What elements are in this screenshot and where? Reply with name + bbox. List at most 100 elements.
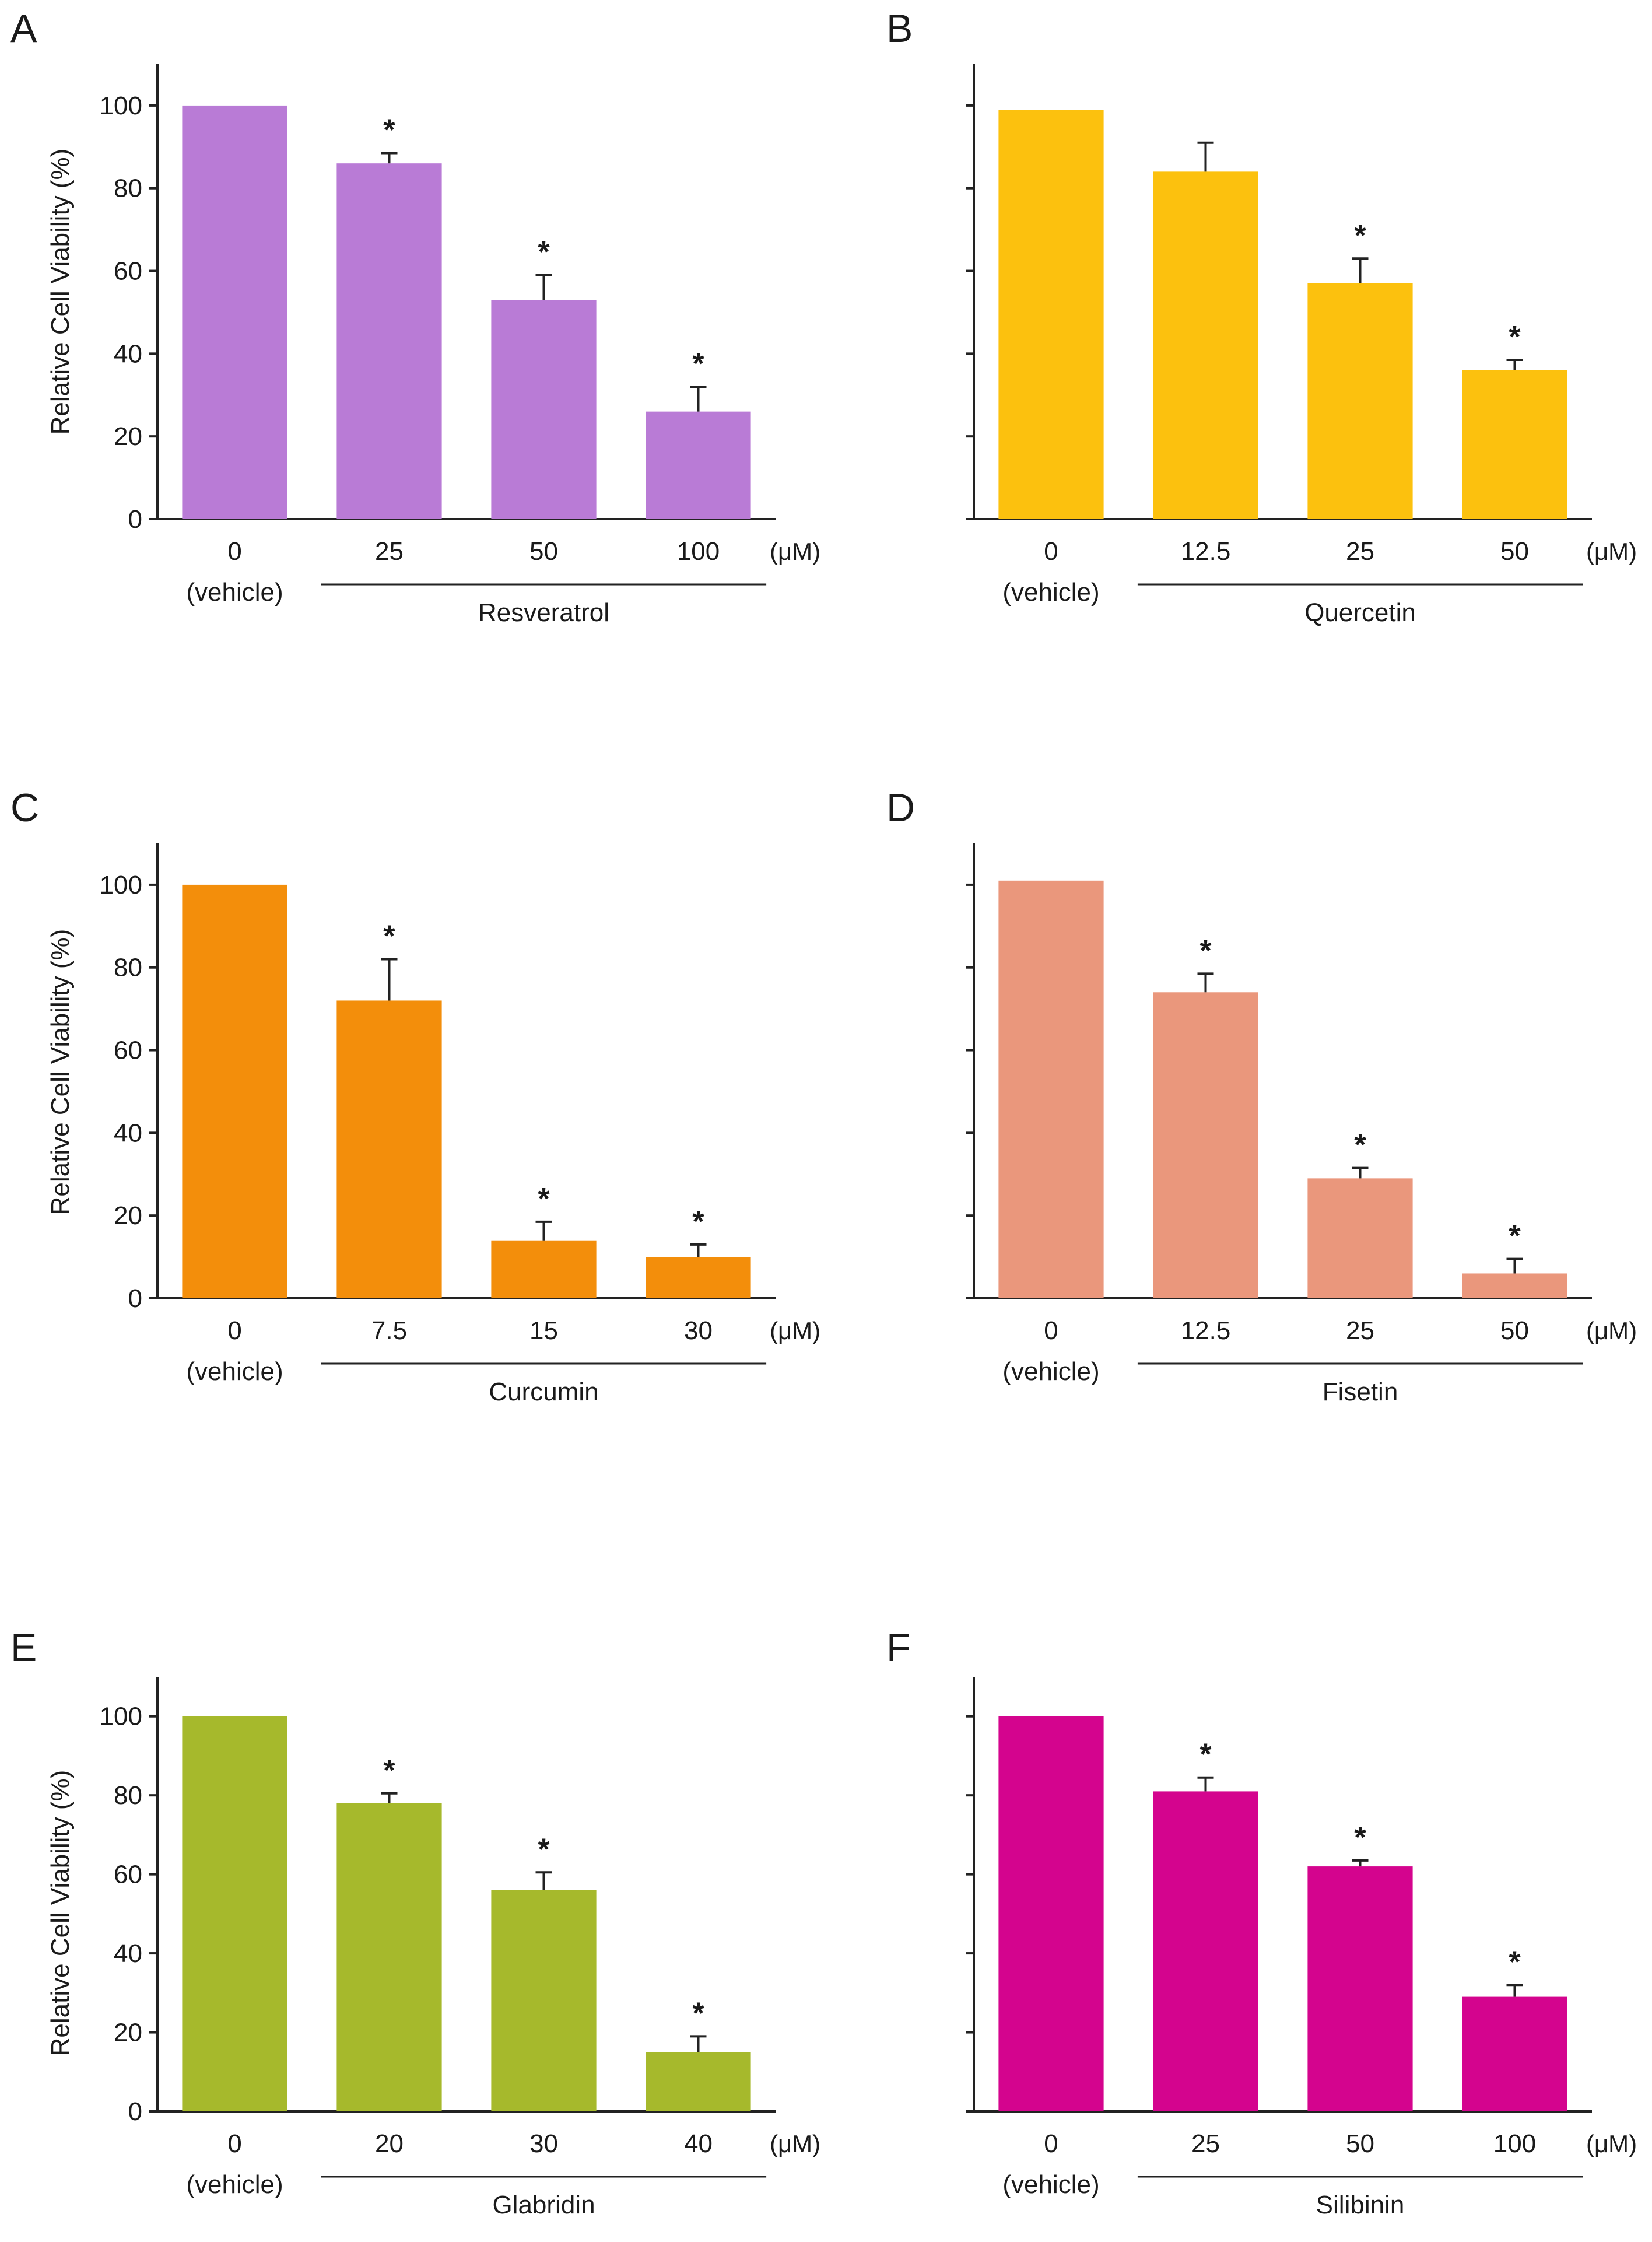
bar <box>646 411 751 519</box>
significance-star: * <box>538 236 550 269</box>
x-tick-label: 100 <box>1493 2129 1536 2158</box>
bar <box>1307 1866 1413 2111</box>
panel-letter: D <box>886 786 915 830</box>
x-tick-label: 25 <box>1191 2129 1220 2158</box>
bar <box>336 163 442 519</box>
panel-b: B 0 (vehicle) 12.5 * 25 * 50 (μM) Quercetin <box>886 6 1637 627</box>
bar <box>336 1000 442 1298</box>
plot-area: 0 (vehicle) * 12.5 * 25 * 50 (μM) Fisetin <box>966 843 1637 1406</box>
bar <box>1462 1996 1567 2111</box>
panel-letter: F <box>886 1626 911 1670</box>
bar <box>1153 1791 1258 2111</box>
y-tick-label: 80 <box>114 174 142 203</box>
y-tick-label: 80 <box>114 1781 142 1810</box>
vehicle-label: (vehicle) <box>186 1357 283 1386</box>
x-tick-label: 12.5 <box>1181 1316 1231 1345</box>
y-tick-label: 60 <box>114 1036 142 1065</box>
y-tick-label: 80 <box>114 954 142 982</box>
x-tick-label: 0 <box>227 2129 241 2158</box>
x-tick-label: 50 <box>529 537 558 566</box>
bar <box>998 880 1104 1298</box>
x-tick-label: 25 <box>1346 1316 1374 1345</box>
y-tick-label: 20 <box>114 2019 142 2047</box>
vehicle-label: (vehicle) <box>186 578 283 607</box>
x-tick-label: 7.5 <box>371 1316 407 1345</box>
plot-area: 0 (vehicle) 12.5 * 25 * 50 (μM) Quercetin <box>966 64 1637 627</box>
y-tick-label: 60 <box>114 257 142 286</box>
significance-star: * <box>692 1996 704 2030</box>
x-tick-label: 40 <box>684 2129 713 2158</box>
panel-letter: B <box>886 6 913 51</box>
x-tick-label: 0 <box>1044 1316 1058 1345</box>
significance-star: * <box>1354 1821 1366 1855</box>
compound-label: Resveratrol <box>478 598 609 627</box>
significance-star: * <box>1354 1129 1366 1162</box>
panel-a: A Relative Cell Viability (%) 0 20 40 60 80 1… <box>10 6 820 627</box>
y-tick-label: 20 <box>114 1201 142 1230</box>
y-tick-label: 0 <box>128 505 142 534</box>
x-tick-label: 30 <box>529 2129 558 2158</box>
bar <box>491 1890 597 2111</box>
significance-star: * <box>383 1754 395 1788</box>
bar <box>1307 283 1413 519</box>
panel-c: C Relative Cell Viability (%) 0 20 40 60 80 1… <box>10 786 820 1406</box>
y-tick-label: 40 <box>114 339 142 368</box>
plot-area: 0 20 40 60 80 100 0 (vehicle) * 25 * 50 * 100 (μM) Resv… <box>100 64 820 627</box>
bar <box>646 2052 751 2111</box>
significance-star: * <box>383 113 395 147</box>
compound-label: Curcumin <box>489 1378 598 1406</box>
vehicle-label: (vehicle) <box>186 2170 283 2199</box>
significance-star: * <box>1199 934 1212 968</box>
significance-star: * <box>1509 1945 1521 1979</box>
significance-star: * <box>1199 1738 1212 1772</box>
compound-label: Silibinin <box>1316 2191 1405 2219</box>
bar <box>998 110 1104 519</box>
panel-letter: A <box>10 6 37 51</box>
x-tick-label: 50 <box>1500 537 1529 566</box>
y-tick-label: 0 <box>128 1284 142 1313</box>
y-tick-label: 20 <box>114 422 142 451</box>
panel-e: E Relative Cell Viability (%) 0 20 40 60 80 1… <box>10 1626 820 2219</box>
vehicle-label: (vehicle) <box>1002 578 1099 607</box>
y-tick-label: 100 <box>100 871 142 899</box>
x-tick-label: 0 <box>1044 537 1058 566</box>
x-tick-label: 50 <box>1500 1316 1529 1345</box>
x-tick-label: 0 <box>227 537 241 566</box>
bar <box>1462 1273 1567 1298</box>
y-axis-label: Relative Cell Viability (%) <box>46 149 75 435</box>
y-tick-label: 40 <box>114 1939 142 1968</box>
x-tick-label: 0 <box>227 1316 241 1345</box>
panel-letter: E <box>10 1626 37 1670</box>
unit-label: (μM) <box>770 538 820 565</box>
bar <box>182 1716 287 2111</box>
significance-star: * <box>692 347 704 381</box>
bar <box>998 1716 1104 2111</box>
compound-label: Quercetin <box>1304 598 1416 627</box>
unit-label: (μM) <box>1586 538 1637 565</box>
panel-letter: C <box>10 786 39 830</box>
unit-label: (μM) <box>770 1317 820 1344</box>
significance-star: * <box>692 1205 704 1239</box>
x-tick-label: 25 <box>1346 537 1374 566</box>
x-tick-label: 0 <box>1044 2129 1058 2158</box>
plot-area: 0 20 40 60 80 100 0 (vehicle) * 20 * 30 * 40 (μM) Glabr… <box>100 1677 820 2219</box>
significance-star: * <box>1354 219 1366 253</box>
significance-star: * <box>1509 1220 1521 1253</box>
significance-star: * <box>538 1182 550 1216</box>
panel-d: D 0 (vehicle) * 12.5 * 25 * 50 (μM) Fisetin <box>886 786 1637 1406</box>
y-tick-label: 100 <box>100 1702 142 1731</box>
y-tick-label: 40 <box>114 1119 142 1147</box>
significance-star: * <box>538 1833 550 1866</box>
bar <box>491 1240 597 1298</box>
significance-star: * <box>1509 320 1521 354</box>
compound-label: Fisetin <box>1323 1378 1398 1406</box>
compound-label: Glabridin <box>492 2191 595 2219</box>
unit-label: (μM) <box>1586 1317 1637 1344</box>
y-tick-label: 60 <box>114 1861 142 1889</box>
significance-star: * <box>383 920 395 954</box>
unit-label: (μM) <box>1586 2130 1637 2157</box>
bar <box>336 1803 442 2111</box>
x-tick-label: 12.5 <box>1181 537 1231 566</box>
x-tick-label: 100 <box>677 537 720 566</box>
